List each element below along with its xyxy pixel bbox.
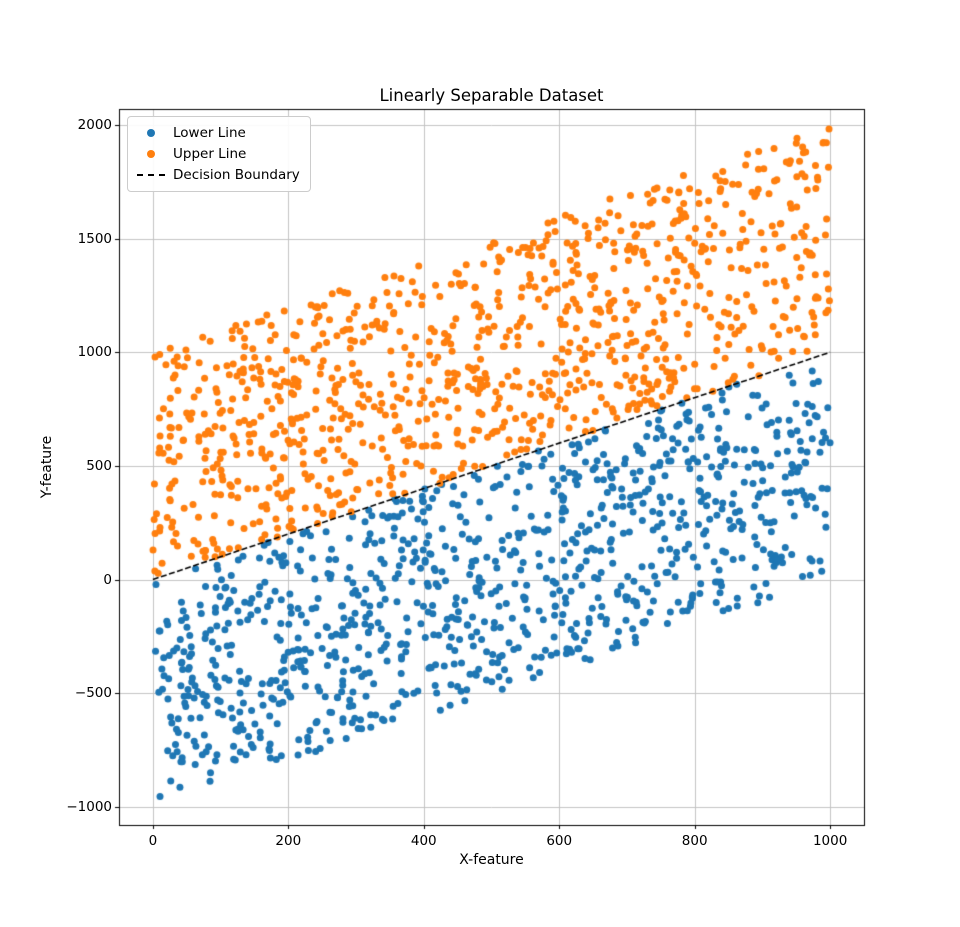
chart-title: Linearly Separable Dataset [379,86,604,105]
legend-marker-box [136,150,166,158]
legend-label-decision-boundary: Decision Boundary [173,167,300,183]
legend-item-lower-line: Lower Line [136,124,300,142]
legend-item-upper-line: Upper Line [136,145,300,163]
y-axis-label: Y-feature [39,435,55,499]
legend-label-lower-line: Lower Line [173,125,246,141]
legend-label-upper-line: Upper Line [173,146,247,162]
decision-boundary-dash-icon [137,174,165,176]
x-axis-label: X-feature [459,852,524,868]
lower-line-dot-icon [147,129,155,137]
legend: Lower Line Upper Line Decision Boundary [127,116,311,192]
legend-marker-box [136,129,166,137]
legend-item-decision-boundary: Decision Boundary [136,166,300,184]
legend-marker-box [136,174,166,176]
upper-line-dot-icon [147,150,155,158]
